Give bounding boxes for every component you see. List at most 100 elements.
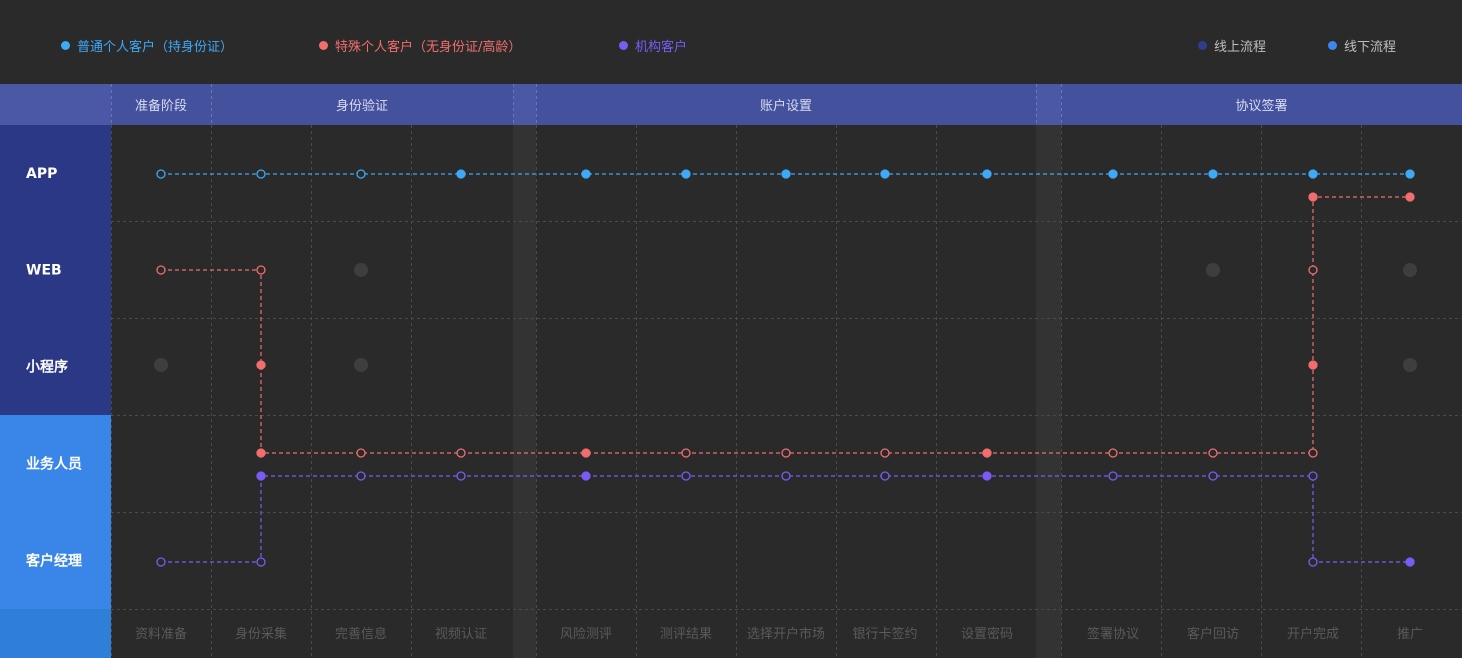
step-label: 资料准备 xyxy=(135,626,187,642)
stage-label: 身份验证 xyxy=(336,98,388,114)
step-label: 签署协议 xyxy=(1087,626,1139,642)
step-label: 身份采集 xyxy=(235,626,287,642)
journey-node xyxy=(1405,169,1415,179)
journey-node xyxy=(456,169,466,179)
journey-node xyxy=(1405,557,1415,567)
channel-label: 客户经理 xyxy=(25,553,82,570)
legend-label: 线上流程 xyxy=(1214,40,1267,55)
step-label: 测评结果 xyxy=(660,627,712,642)
legend-item-special-customer: 特殊个人客户（无身份证/高龄） xyxy=(319,36,521,55)
journey-node xyxy=(256,448,266,458)
stage-separator xyxy=(1036,84,1061,658)
journey-line xyxy=(161,196,1410,454)
legend-label: 特殊个人客户（无身份证/高龄） xyxy=(335,40,522,55)
journey-node xyxy=(982,471,992,481)
channel-cell xyxy=(0,125,111,221)
journey-node xyxy=(1308,448,1318,458)
channel-cell xyxy=(0,318,111,415)
step-label: 银行卡签约 xyxy=(852,626,917,642)
channel-cell xyxy=(0,512,111,609)
legend-label: 普通个人客户（持身份证） xyxy=(77,40,234,55)
journey-node xyxy=(681,471,691,481)
channel-label: 小程序 xyxy=(26,359,68,376)
journey-node xyxy=(156,557,166,567)
journey-node xyxy=(256,557,266,567)
stage-separator xyxy=(513,84,536,658)
journey-node xyxy=(456,471,466,481)
journey-node xyxy=(1308,169,1318,179)
journey-node xyxy=(681,448,691,458)
step-label: 视频认证 xyxy=(435,627,487,642)
journey-node xyxy=(581,471,591,481)
journey-node xyxy=(1108,448,1118,458)
step-label: 选择开户市场 xyxy=(747,626,825,642)
channel-label: 业务人员 xyxy=(26,456,82,473)
stage-separator-header xyxy=(1036,84,1061,125)
journey-node xyxy=(880,471,890,481)
legend-dot-icon xyxy=(1328,41,1337,50)
journey-node xyxy=(880,169,890,179)
stage-label: 协议签署 xyxy=(1235,98,1287,114)
journey-node xyxy=(356,169,366,179)
legend-dot-icon xyxy=(319,41,328,50)
legend-dot-icon xyxy=(1198,41,1207,50)
journey-node xyxy=(880,448,890,458)
journey-node xyxy=(356,471,366,481)
inactive-dots xyxy=(154,263,1417,372)
journey-node xyxy=(256,169,266,179)
grid-lines xyxy=(111,125,1462,658)
journey-node xyxy=(982,169,992,179)
inactive-node xyxy=(354,358,368,372)
header-grid-lines xyxy=(111,84,1062,125)
journey-node xyxy=(356,448,366,458)
journey-path-1 xyxy=(156,192,1415,458)
inactive-node xyxy=(1403,358,1417,372)
stage-label: 准备阶段 xyxy=(135,98,187,114)
journey-node xyxy=(781,169,791,179)
journey-node xyxy=(581,448,591,458)
inactive-node xyxy=(1206,263,1220,277)
legend-dot-icon xyxy=(619,41,628,50)
journey-node xyxy=(1308,265,1318,275)
step-label: 完善信息 xyxy=(335,626,387,642)
journey-node xyxy=(1108,169,1118,179)
journey-node xyxy=(1308,557,1318,567)
journey-node xyxy=(681,169,691,179)
journey-path-2 xyxy=(156,471,1415,567)
legend-dot-icon xyxy=(61,41,70,50)
step-labels: 资料准备 身份采集 完善信息 视频认证 风险测评 测评结果 选择开户市场 银行卡签约 设置密码 签… xyxy=(135,626,1423,642)
step-label: 设置密码 xyxy=(961,626,1013,642)
stage-label: 账户设置 xyxy=(760,98,812,114)
journey-node xyxy=(156,265,166,275)
journey-node xyxy=(1308,192,1318,202)
journey-node xyxy=(156,169,166,179)
journey-node xyxy=(1405,192,1415,202)
legend-label: 线下流程 xyxy=(1344,40,1397,55)
stage-labels: 准备阶段 身份验证 账户设置 协议签署 xyxy=(135,98,1288,114)
journey-node xyxy=(1308,360,1318,370)
legend-bar: 普通个人客户（持身份证） 特殊个人客户（无身份证/高龄） 机构客户 线上流程 线… xyxy=(0,0,1462,84)
journey-node xyxy=(256,471,266,481)
journey-node xyxy=(256,265,266,275)
journey-node xyxy=(1108,471,1118,481)
journey-node xyxy=(256,360,266,370)
channel-label: WEB xyxy=(26,263,62,279)
step-label: 推广 xyxy=(1397,627,1423,642)
stage-separator-header xyxy=(513,84,536,125)
channel-cell xyxy=(0,415,111,512)
inactive-node xyxy=(154,358,168,372)
step-label: 客户回访 xyxy=(1187,626,1239,642)
stage-header-band xyxy=(0,84,1462,125)
legend-item-offline-process: 线下流程 xyxy=(1328,36,1396,55)
journey-line xyxy=(161,475,1410,563)
journey-path-0 xyxy=(156,169,1415,179)
legend-label: 机构客户 xyxy=(635,40,688,55)
channel-label: APP xyxy=(26,166,57,182)
step-label: 风险测评 xyxy=(560,627,612,642)
journey-node xyxy=(1208,471,1218,481)
journey-node xyxy=(456,448,466,458)
step-label: 开户完成 xyxy=(1287,626,1339,642)
legend-item-online-process: 线上流程 xyxy=(1198,36,1266,55)
